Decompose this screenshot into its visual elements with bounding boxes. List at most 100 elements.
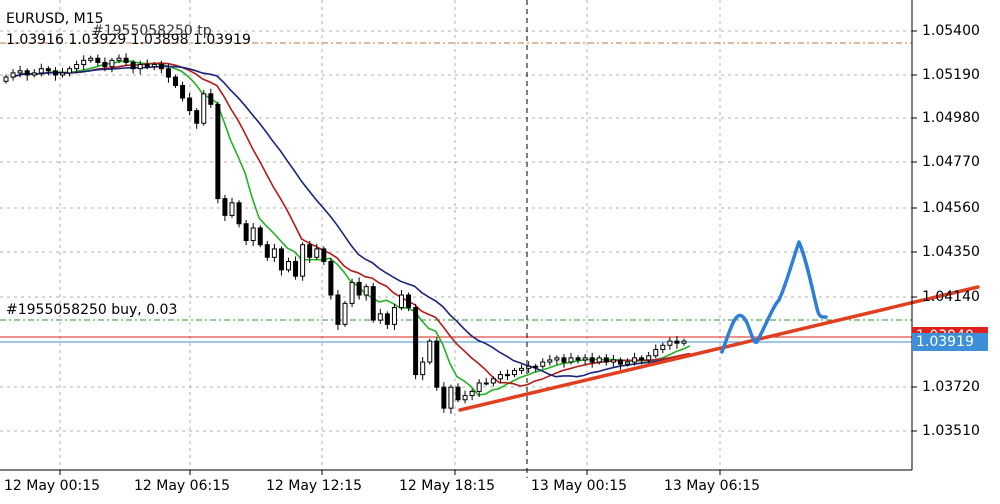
candle-body-bear [321, 248, 327, 262]
candle [427, 338, 433, 365]
candle [519, 364, 525, 374]
candle [639, 355, 645, 365]
candle-body-bull [271, 248, 277, 258]
candle [469, 388, 475, 401]
projection-drawing [720, 240, 828, 354]
candle [52, 67, 58, 81]
candle [130, 59, 136, 74]
candle [335, 289, 341, 330]
candle [625, 358, 630, 367]
candle [533, 363, 539, 372]
candle [483, 377, 489, 386]
price-axis-label: 1.04350 [922, 244, 980, 260]
candle [215, 101, 221, 204]
candle-body-bear [24, 70, 30, 76]
candle [441, 382, 447, 413]
order-line-label[interactable]: #1955058250 buy, 0.03 [6, 302, 178, 318]
candle-body-bear [370, 286, 376, 321]
candle-body-bull [526, 365, 532, 369]
candle [307, 240, 313, 263]
candle-body-bull [610, 359, 616, 363]
price-axis-label: 1.04770 [922, 154, 980, 170]
price-axis-label: 1.05190 [922, 67, 980, 83]
ma-fast-line [11, 60, 691, 396]
candle-body-bull [391, 307, 397, 325]
candle [38, 63, 44, 77]
candle-body-bull [88, 57, 94, 61]
candle-body-bull [653, 348, 659, 357]
candle [257, 225, 263, 248]
candle-body-bull [483, 382, 489, 385]
candle-body-bear [603, 357, 609, 363]
candle-body-bear [45, 68, 51, 72]
candle [632, 352, 638, 366]
candle-body-bull [151, 64, 157, 68]
candle-body-bull [681, 340, 687, 344]
candle [603, 354, 609, 366]
candle-body-bull [490, 378, 496, 384]
candle [667, 337, 673, 350]
candle-body-bear [384, 313, 390, 325]
candle [363, 284, 369, 301]
tp-line-label: #1955058250 tp [92, 23, 212, 39]
price-axis-label: 1.03510 [922, 423, 980, 439]
candle [547, 354, 553, 366]
bid-price-tag: 1.03919 [912, 333, 988, 351]
candle-body-bear [165, 68, 171, 78]
candle-body-bull [377, 313, 383, 321]
candle-body-bull [31, 72, 37, 76]
candle [102, 57, 108, 72]
candle-body-bull [300, 244, 306, 277]
candle-body-bull [201, 93, 207, 124]
ohlc-readout: 1.03916 1.03929 1.03898 1.03919 [6, 32, 251, 48]
time-axis-label: 13 May 00:15 [531, 478, 628, 494]
candle-body-bull [342, 302, 348, 325]
candle-body-bull [533, 365, 539, 368]
candle-body-bull [547, 359, 553, 363]
candle-body-bear [236, 202, 242, 225]
candle [646, 351, 652, 366]
candle [561, 354, 567, 368]
candle [399, 289, 404, 311]
candle-body-bear [434, 340, 440, 388]
candle [455, 383, 461, 403]
candle [434, 337, 440, 391]
candle-body-bear [561, 357, 567, 363]
candle [74, 60, 80, 74]
candle [391, 303, 397, 330]
candles [3, 53, 687, 414]
candle-body-bull [476, 382, 482, 392]
candle [476, 379, 482, 398]
user-drawings[interactable] [458, 240, 980, 412]
candle [314, 243, 320, 260]
candle [370, 282, 376, 323]
candle [158, 60, 164, 74]
candle-body-bull [469, 390, 475, 397]
candle-body-bull [646, 355, 652, 361]
candle [180, 81, 186, 102]
candle [300, 242, 306, 281]
candle-body-bull [10, 72, 16, 78]
candle [109, 57, 115, 73]
candle [582, 354, 588, 365]
candle [356, 277, 362, 300]
candle [497, 370, 503, 384]
candle [151, 62, 157, 71]
candle [137, 60, 143, 75]
candle [173, 74, 178, 88]
candle [575, 355, 581, 364]
candle-body-bear [441, 386, 447, 409]
candle [384, 311, 390, 329]
candle [45, 66, 51, 76]
time-axis-label: 13 May 06:15 [664, 478, 761, 494]
candle [490, 376, 496, 387]
candle [660, 342, 666, 354]
candle [236, 200, 242, 228]
candle-body-bear [278, 248, 284, 271]
candle-body-bull [363, 286, 369, 296]
candle-body-bull [540, 361, 546, 367]
candle [60, 67, 65, 78]
candle [526, 361, 532, 373]
